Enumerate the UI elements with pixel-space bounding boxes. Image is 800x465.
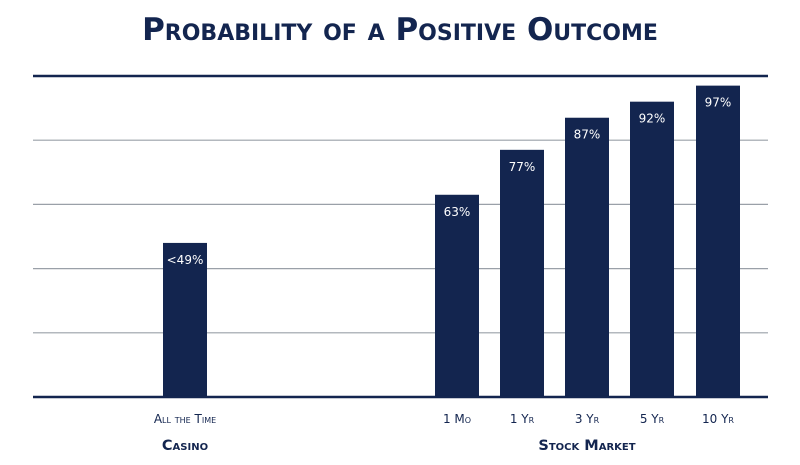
bar-value-label: 92%	[639, 112, 666, 126]
x-tick-label: 1 Yr	[510, 412, 535, 426]
labels-layer: <49% All the Time 63% 1 Mo 77% 1 Yr 87% 3 Yr 92%…	[154, 96, 735, 454]
axis-layer	[33, 74, 768, 399]
chart-title: Probability of a Positive Outcome	[142, 12, 658, 48]
bar-value-label: 97%	[705, 96, 732, 110]
bar	[696, 85, 740, 397]
x-tick-label: 5 Yr	[640, 412, 665, 426]
bar	[630, 101, 674, 398]
bar-value-label: 63%	[444, 205, 471, 219]
x-tick-label: All the Time	[154, 412, 216, 426]
bar-value-label: <49%	[167, 253, 204, 267]
bar	[500, 149, 544, 397]
x-tick-label: 10 Yr	[702, 412, 734, 426]
group-label: Stock Market	[538, 438, 635, 454]
bar	[163, 242, 207, 397]
bar-value-label: 87%	[574, 128, 601, 142]
bars-layer	[163, 85, 740, 398]
group-label: Casino	[162, 438, 208, 454]
bar-value-label: 77%	[509, 160, 536, 174]
bar	[435, 194, 479, 397]
x-tick-label: 1 Mo	[443, 412, 471, 426]
x-tick-label: 3 Yr	[575, 412, 600, 426]
bar	[565, 117, 609, 397]
